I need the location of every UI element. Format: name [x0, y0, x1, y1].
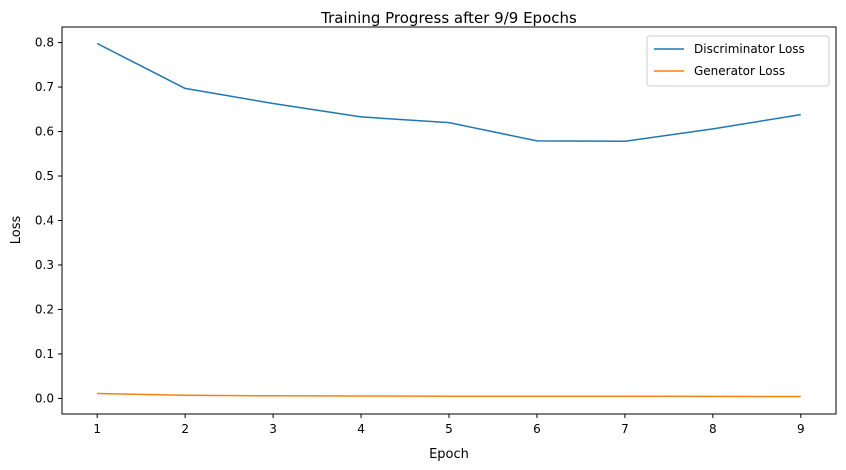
x-tick-label: 6 [533, 422, 541, 436]
plot-area [96, 42, 801, 398]
y-tick-label: 0.6 [35, 125, 54, 139]
y-tick-label: 0.0 [35, 391, 54, 405]
chart-title: Training Progress after 9/9 Epochs [320, 9, 577, 27]
x-tick-label: 7 [621, 422, 629, 436]
series-line-1 [97, 392, 801, 398]
x-tick-label: 9 [797, 422, 805, 436]
y-tick-label: 0.3 [35, 258, 54, 272]
legend: Discriminator Loss Generator Loss [646, 35, 830, 87]
series-line-0 [96, 42, 801, 143]
x-tick-label: 3 [269, 422, 277, 436]
y-axis-label: Loss [9, 216, 24, 245]
legend-label-0: Discriminator Loss [694, 42, 805, 56]
y-axis: 0.0 0.1 0.2 0.3 0.4 0.5 0.6 0.7 0.8 [35, 36, 62, 405]
y-tick-label: 0.8 [35, 36, 54, 50]
y-tick-label: 0.7 [35, 80, 54, 94]
x-axis-label: Epoch [429, 447, 469, 462]
x-axis: 1 2 3 4 5 6 7 8 9 [93, 414, 805, 436]
x-tick-label: 5 [445, 422, 453, 436]
y-tick-label: 0.2 [35, 302, 54, 316]
y-tick-label: 0.5 [35, 169, 54, 183]
legend-box [646, 35, 830, 87]
x-tick-label: 2 [181, 422, 189, 436]
x-tick-label: 4 [357, 422, 365, 436]
legend-label-1: Generator Loss [694, 64, 785, 78]
x-tick-label: 8 [709, 422, 717, 436]
x-tick-label: 1 [93, 422, 101, 436]
y-tick-label: 0.1 [35, 347, 54, 361]
y-tick-label: 0.4 [35, 214, 54, 228]
